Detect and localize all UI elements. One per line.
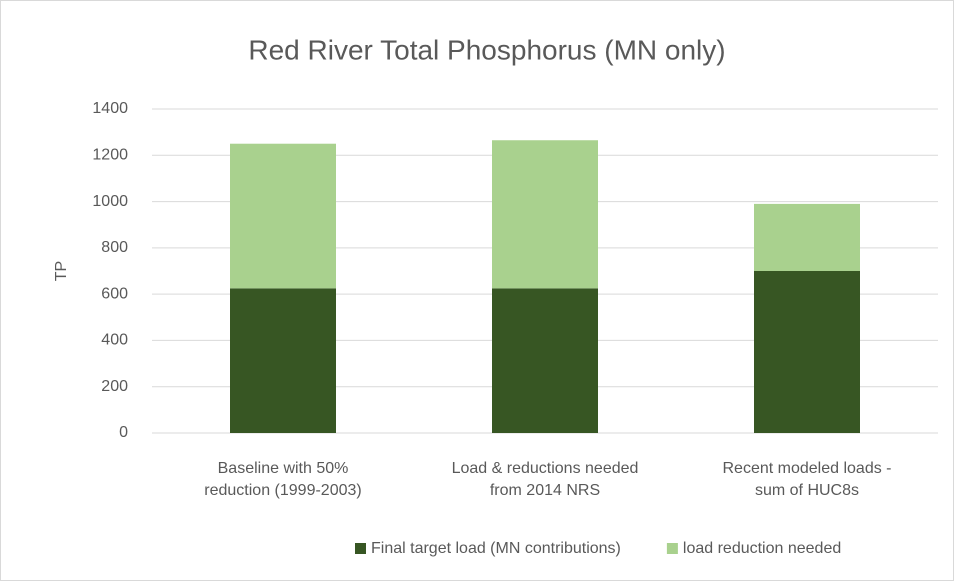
legend-swatch (666, 543, 678, 554)
x-tick-label: Baseline with 50% reduction (1999-2003) (204, 460, 361, 499)
bar-segment (754, 203, 860, 271)
y-tick-label: 200 (101, 378, 128, 395)
chart-title: Red River Total Phosphorus (MN only) (248, 34, 725, 65)
y-tick-label: 0 (119, 424, 128, 441)
legend-swatch (355, 543, 366, 554)
legend-label: load reduction needed (683, 540, 841, 557)
x-tick-label: Recent modeled loads - sum of HUC8s (723, 460, 892, 499)
y-tick-label: 1200 (92, 147, 128, 164)
x-tick-label-line: sum of HUC8s (755, 482, 859, 499)
x-tick-label-line: from 2014 NRS (490, 482, 600, 499)
bar-segment (230, 288, 336, 433)
x-tick-label: Load & reductions needed from 2014 NRS (452, 460, 639, 499)
y-tick-label: 800 (101, 239, 128, 256)
bar-segment (230, 143, 336, 289)
x-tick-label-line: Baseline with 50% (218, 460, 349, 477)
bar-segment (492, 288, 598, 433)
x-tick-label-line: Recent modeled loads - (723, 460, 892, 477)
y-tick-label: 600 (101, 285, 128, 302)
x-tick-label-line: reduction (1999-2003) (204, 482, 361, 499)
y-axis-label: TP (53, 261, 70, 281)
y-tick-label: 1400 (92, 100, 128, 117)
legend-label: Final target load (MN contributions) (371, 540, 621, 557)
bar-segment (492, 140, 598, 289)
x-tick-label-line: Load & reductions needed (452, 460, 639, 477)
y-tick-label: 400 (101, 332, 128, 349)
bar-segment (754, 271, 860, 433)
y-tick-label: 1000 (92, 193, 128, 210)
